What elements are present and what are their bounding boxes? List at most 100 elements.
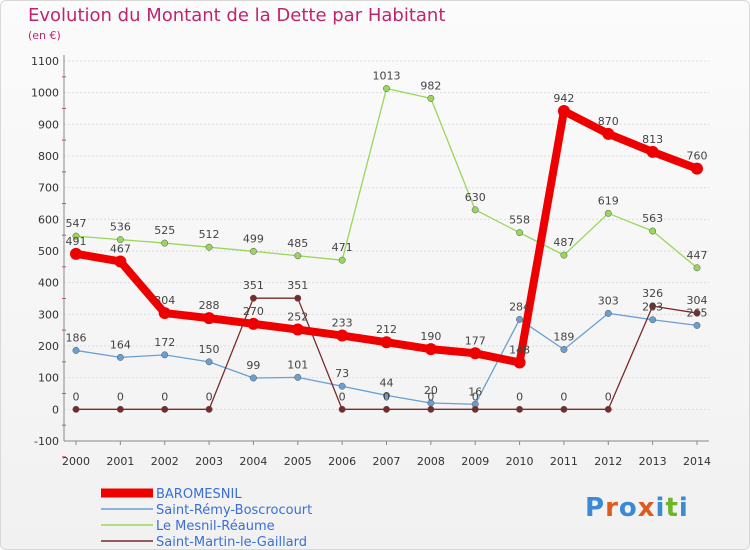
data-point bbox=[205, 358, 213, 366]
data-point bbox=[70, 247, 82, 260]
data-point bbox=[691, 162, 703, 175]
data-label: 0 bbox=[472, 390, 479, 403]
data-point bbox=[291, 323, 304, 336]
data-point bbox=[560, 251, 568, 259]
data-label: 485 bbox=[287, 237, 308, 250]
data-point bbox=[203, 312, 216, 325]
data-label: 172 bbox=[154, 336, 175, 349]
y-tick-label: 500 bbox=[38, 245, 59, 258]
data-label: 0 bbox=[516, 390, 523, 403]
data-point bbox=[338, 405, 346, 413]
logo-letter: t bbox=[665, 493, 679, 523]
logo-letter: i bbox=[678, 493, 689, 523]
data-label: 177 bbox=[465, 334, 486, 347]
data-point bbox=[116, 405, 124, 413]
data-label: 870 bbox=[598, 115, 619, 128]
data-point bbox=[604, 405, 612, 413]
data-label: 304 bbox=[154, 294, 175, 307]
data-point bbox=[114, 255, 127, 268]
data-label: 982 bbox=[420, 79, 441, 92]
data-point bbox=[249, 247, 257, 255]
y-tick-label: 900 bbox=[38, 118, 59, 131]
data-point bbox=[205, 243, 213, 251]
data-point bbox=[516, 405, 524, 413]
data-point bbox=[424, 343, 437, 356]
x-tick-label: 2014 bbox=[683, 455, 711, 468]
data-point bbox=[513, 356, 526, 369]
data-point bbox=[471, 405, 479, 413]
data-point bbox=[471, 206, 479, 214]
data-point bbox=[380, 336, 393, 349]
data-point bbox=[161, 351, 169, 359]
legend-label: BAROMESNIL bbox=[156, 487, 242, 502]
y-tick-label: 400 bbox=[38, 277, 59, 290]
data-label: 558 bbox=[509, 214, 530, 227]
data-label: 0 bbox=[339, 390, 346, 403]
data-label: 467 bbox=[110, 242, 131, 255]
data-point bbox=[646, 145, 659, 158]
x-tick-label: 2000 bbox=[62, 455, 90, 468]
y-tick-label: 100 bbox=[38, 372, 59, 385]
data-label: 288 bbox=[199, 299, 220, 312]
data-label: 351 bbox=[243, 279, 264, 292]
data-label: 0 bbox=[161, 390, 168, 403]
data-point bbox=[336, 329, 349, 342]
series-le-mesnil-r-aume bbox=[72, 85, 701, 272]
data-point bbox=[649, 227, 657, 235]
logo-letter: o bbox=[618, 493, 638, 523]
y-tick-label: -100 bbox=[34, 435, 59, 448]
logo-letter: P bbox=[585, 493, 606, 523]
data-point bbox=[116, 236, 124, 244]
data-label: 0 bbox=[206, 390, 213, 403]
data-point bbox=[249, 374, 257, 382]
data-point bbox=[427, 405, 435, 413]
x-tick-label: 2007 bbox=[373, 455, 401, 468]
data-point bbox=[604, 309, 612, 317]
data-point bbox=[247, 317, 260, 330]
data-label: 164 bbox=[110, 338, 131, 351]
data-point bbox=[72, 232, 80, 240]
data-point bbox=[294, 373, 302, 381]
x-tick-label: 2003 bbox=[195, 455, 223, 468]
data-label: 0 bbox=[73, 390, 80, 403]
data-point bbox=[693, 264, 701, 272]
data-point bbox=[72, 405, 80, 413]
x-tick-label: 2001 bbox=[106, 455, 134, 468]
chart-unit: (en €) bbox=[28, 29, 61, 42]
data-point bbox=[161, 405, 169, 413]
data-label: 491 bbox=[66, 235, 87, 248]
x-tick-label: 2013 bbox=[639, 455, 667, 468]
data-point bbox=[116, 353, 124, 361]
data-label: 536 bbox=[110, 221, 131, 234]
data-point bbox=[158, 307, 171, 320]
logo-letter: x bbox=[637, 493, 656, 523]
data-point bbox=[560, 346, 568, 353]
data-label: 304 bbox=[687, 294, 708, 307]
series-saint-martin-le-gaillard bbox=[72, 294, 701, 413]
x-tick-label: 2012 bbox=[594, 455, 622, 468]
data-label: 487 bbox=[553, 236, 574, 249]
data-point bbox=[604, 209, 612, 217]
data-label: 189 bbox=[553, 330, 574, 343]
y-tick-label: 1000 bbox=[31, 87, 59, 100]
data-label: 813 bbox=[642, 133, 663, 146]
data-label: 0 bbox=[117, 390, 124, 403]
data-point bbox=[294, 294, 302, 302]
x-tick-label: 2004 bbox=[239, 455, 267, 468]
data-label: 233 bbox=[332, 317, 353, 330]
data-point bbox=[557, 105, 570, 118]
y-tick-label: 800 bbox=[38, 150, 59, 163]
data-label: 284 bbox=[509, 300, 530, 313]
data-point bbox=[427, 94, 435, 102]
data-point bbox=[383, 391, 390, 399]
chart-title: Evolution du Montant de la Dette par Hab… bbox=[28, 5, 446, 26]
data-point bbox=[649, 302, 657, 310]
data-point bbox=[469, 347, 482, 360]
data-label: 283 bbox=[642, 301, 663, 314]
data-point bbox=[649, 316, 657, 324]
data-label: 630 bbox=[465, 191, 486, 204]
data-point bbox=[249, 294, 257, 302]
data-label: 525 bbox=[154, 224, 175, 237]
